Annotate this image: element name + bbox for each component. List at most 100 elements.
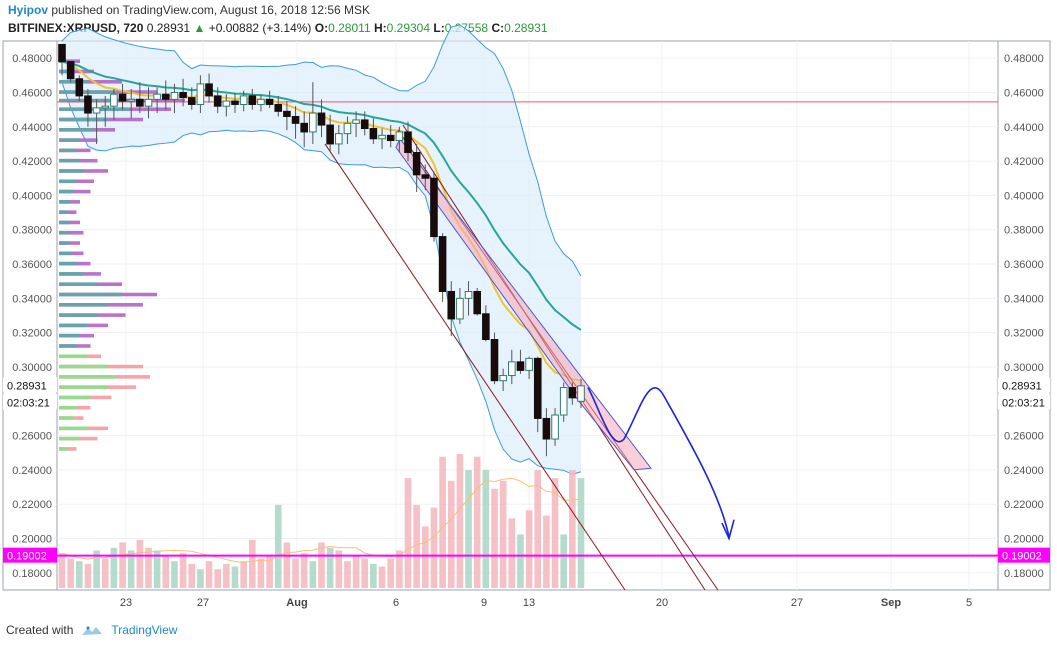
last-price: 0.28931 <box>146 21 191 35</box>
profile-bar-up <box>59 148 77 153</box>
volume-bar <box>335 550 343 588</box>
y-tick-label-right: 0.18000 <box>1004 568 1044 580</box>
level-label-left: 0.19002 <box>7 551 47 563</box>
volume-bar <box>525 510 533 588</box>
countdown-label-right: 02:03:21 <box>1002 397 1045 409</box>
profile-bar-total <box>59 79 122 84</box>
volume-bar <box>396 550 403 588</box>
candle-body <box>369 127 378 140</box>
arrow-head-icon <box>721 519 735 541</box>
candle-body <box>179 91 187 99</box>
candle-body <box>66 61 75 80</box>
profile-bar-up <box>59 169 84 173</box>
volume-bar <box>370 563 377 588</box>
profile-bar-up <box>59 436 80 441</box>
profile-bar-up <box>59 138 80 142</box>
author-name[interactable]: Hyipov <box>8 3 49 17</box>
countdown-label-right-bg <box>998 394 1050 410</box>
candle-body <box>231 100 239 105</box>
level-label-left-bg <box>3 547 57 563</box>
publish-info: Hyipov published on TradingView.com, Aug… <box>8 3 370 17</box>
tradingview-link[interactable]: TradingView <box>111 623 178 637</box>
volume-bar <box>404 478 412 588</box>
x-tick-label: 9 <box>481 597 487 609</box>
profile-bar-up <box>59 251 72 256</box>
price-label-right-bg <box>998 377 1050 393</box>
volume-bar <box>162 555 170 588</box>
profile-bar-up <box>59 426 87 431</box>
candle-body <box>533 357 542 419</box>
x-tick-label: 27 <box>197 597 209 609</box>
y-tick-label-right: 0.38000 <box>1004 225 1044 237</box>
candle-body <box>110 93 118 107</box>
volume-bar <box>569 470 576 588</box>
open-value: 0.28011 <box>328 21 371 35</box>
x-tick-label: 6 <box>393 597 399 609</box>
profile-bar-up <box>59 375 115 379</box>
profile-bar-up <box>59 189 73 194</box>
y-tick-label-right: 0.34000 <box>1004 293 1044 305</box>
profile-bar-up <box>59 210 68 214</box>
profile-bar-up <box>59 69 73 74</box>
volume-bar <box>413 504 420 588</box>
price-chart[interactable]: 0.48000 0.48000 0.46000 0.46000 0.44000 0.440… <box>0 0 1057 620</box>
y-tick-label-right: 0.30000 <box>1004 362 1044 374</box>
candle-body <box>335 133 343 145</box>
profile-bar-up <box>59 220 70 225</box>
profile-bar-up <box>59 416 73 420</box>
footer: Created with TradingView <box>6 623 177 637</box>
profile-bar-total <box>59 230 84 235</box>
candle-body <box>482 313 490 341</box>
y-tick-label-right: 0.36000 <box>1004 259 1044 271</box>
volume-bar <box>560 534 567 588</box>
candle-body <box>456 297 464 320</box>
profile-bar-up <box>59 313 98 317</box>
low-label: L: <box>433 21 445 35</box>
x-tick-label: Sep <box>881 597 901 609</box>
volume-bar <box>257 558 265 588</box>
candle-body <box>430 177 438 238</box>
volume-bar <box>361 558 369 588</box>
volume-bar <box>136 539 144 588</box>
x-tick-label: 23 <box>120 597 132 609</box>
volume-bar <box>534 470 542 588</box>
volume-bar <box>283 542 291 588</box>
candle-body <box>222 100 231 107</box>
volume-bar <box>101 558 109 588</box>
volume-bar <box>447 480 455 588</box>
candle-body <box>559 387 568 416</box>
up-triangle-icon: ▲ <box>193 21 206 35</box>
candle-body <box>438 236 447 292</box>
high-label: H: <box>373 21 387 35</box>
volume-bar <box>58 553 66 588</box>
volume-bar <box>344 561 351 588</box>
y-tick-label-right: 0.20000 <box>1004 534 1044 546</box>
candle-body <box>412 152 421 176</box>
y-tick-label-right: 0.48000 <box>1004 53 1044 65</box>
y-tick-label-left: 0.48000 <box>12 53 52 65</box>
candle-body <box>162 93 170 100</box>
candle-body <box>516 361 525 371</box>
volume-bar <box>300 553 308 588</box>
volume-bar <box>223 563 230 588</box>
profile-bar-up <box>59 385 108 389</box>
open-label: O: <box>314 21 329 35</box>
volume-bars <box>58 454 585 588</box>
candle-body <box>58 43 66 63</box>
candle-body <box>257 98 265 105</box>
volume-bar <box>378 566 386 588</box>
price-scale-left[interactable] <box>2 40 58 591</box>
price-scale-right[interactable] <box>997 40 1051 591</box>
profile-bar-up <box>59 405 77 410</box>
candle-body <box>464 290 473 299</box>
candle-body <box>239 95 248 105</box>
channel-lower-line <box>324 143 626 591</box>
volume-bar <box>491 488 498 588</box>
volume-bar <box>93 550 100 588</box>
candle-body <box>101 105 110 109</box>
y-tick-label-right: 0.32000 <box>1004 328 1044 340</box>
volume-bar <box>274 504 282 588</box>
candle-body <box>92 107 101 114</box>
candle-body <box>317 112 326 126</box>
publish-text: published on TradingView.com, August 16,… <box>51 3 371 17</box>
